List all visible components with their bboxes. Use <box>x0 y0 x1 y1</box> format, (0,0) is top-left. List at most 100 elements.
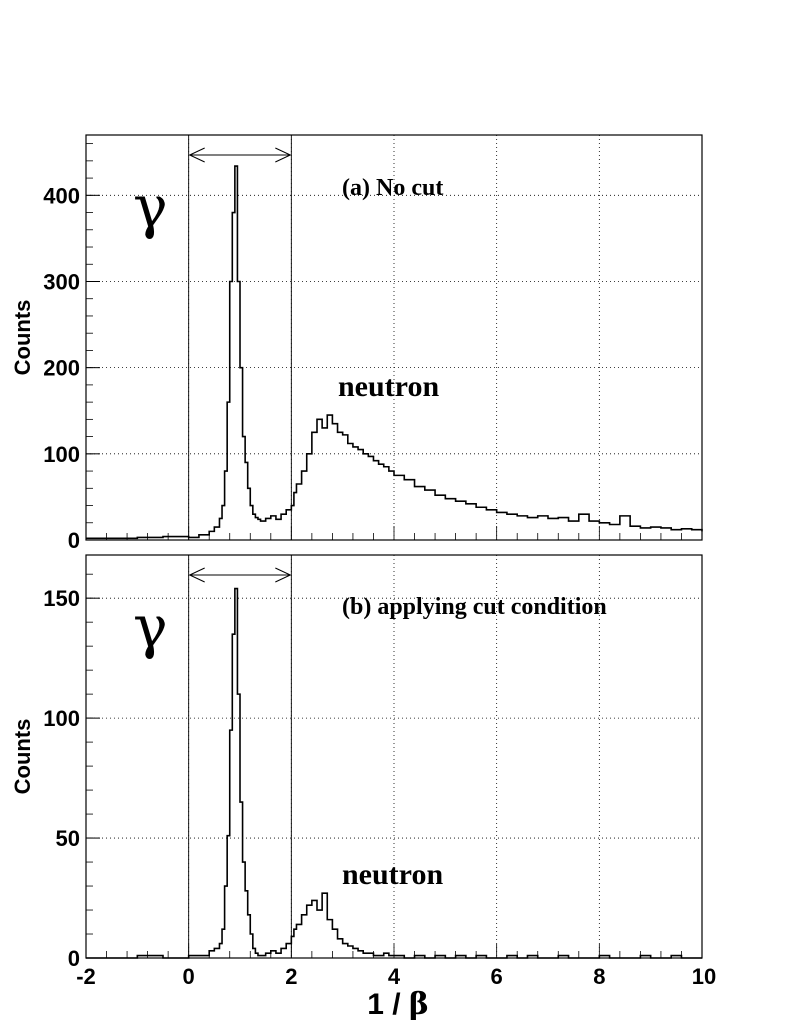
panel-a-bin <box>291 506 294 540</box>
panel-a-ytick-label: 100 <box>43 442 80 467</box>
panel-b-bin <box>348 946 353 958</box>
panel-a-bin <box>558 518 568 540</box>
panel-b-bin <box>219 944 222 958</box>
panel-a-bin <box>702 531 703 540</box>
x-tick-label: 2 <box>285 964 297 989</box>
panel-a-bin <box>327 415 332 540</box>
panel-b-bin <box>209 951 214 958</box>
panel-a-bin <box>163 537 189 540</box>
panel-b-y-axis-title: Counts <box>10 719 35 795</box>
panel-a-bin <box>317 419 322 540</box>
panel-a-bin <box>466 504 476 540</box>
panel-b-bin <box>322 893 327 958</box>
panel-b-bin <box>338 939 343 958</box>
panel-a-bin <box>353 447 358 540</box>
panel-a-bin <box>435 495 445 540</box>
panel-b-ytick-label: 150 <box>43 586 80 611</box>
panel-a-bin <box>255 518 258 540</box>
panel-b-bin <box>435 956 445 958</box>
panel-b-bin <box>599 956 609 958</box>
x-tick-label: 10 <box>692 964 716 989</box>
panel-b-bin <box>332 929 337 958</box>
panel-a-bin <box>651 527 661 540</box>
panel-a-bin <box>286 510 291 540</box>
panel-b-bin <box>230 730 233 958</box>
panel-a-bin <box>373 461 378 540</box>
panel-b-bin <box>671 956 681 958</box>
panel-a-bin <box>312 432 317 540</box>
panel-a-bin <box>486 510 496 540</box>
panel-b-ytick-label: 0 <box>68 946 80 971</box>
panel-a-bin <box>389 471 394 540</box>
panel-a-bin <box>214 527 219 540</box>
panel-b-bin <box>307 905 312 958</box>
panel-b-bin <box>137 956 163 958</box>
panel-b-bin <box>258 956 261 958</box>
panel-b-bin <box>261 956 266 958</box>
panel-b-bin <box>222 929 225 958</box>
panel-b-bin <box>248 915 251 958</box>
panel-a-bin <box>189 537 199 540</box>
panel-a-bin <box>243 437 246 540</box>
panel-a-bin <box>307 454 312 540</box>
panel-b-bin <box>281 948 286 958</box>
panel-b-bin <box>456 956 466 958</box>
panel-a-bin <box>456 501 466 540</box>
panel-a-bin <box>630 526 640 540</box>
panel-a-bin <box>86 538 137 540</box>
panel-a-bin <box>199 535 209 540</box>
panel-a-bin <box>276 519 281 540</box>
panel-b-bin <box>363 953 368 958</box>
x-tick-label: 0 <box>183 964 195 989</box>
panel-b-bin <box>640 956 650 958</box>
panel-a-bin <box>692 530 702 540</box>
panel-b-bin <box>199 956 209 958</box>
panel-a-bin <box>363 454 368 540</box>
panel-b-bin <box>276 953 281 958</box>
panel-a-bin <box>569 521 579 540</box>
panel-a-bin <box>548 518 558 540</box>
panel-b-histogram-series <box>86 587 702 959</box>
panel-b-title: (b) applying cut condition <box>342 594 607 620</box>
panel-a-bin <box>225 471 228 540</box>
panel-a-bin <box>240 368 243 540</box>
panel-b-bin <box>250 934 253 958</box>
panel-a-bin <box>589 521 599 540</box>
panel-a-bin <box>368 456 373 540</box>
panel-a-bin <box>258 519 261 540</box>
panel-a-bin <box>661 528 671 540</box>
panel-b-bin <box>389 956 394 958</box>
panel-b-bin <box>253 948 256 958</box>
panel-a-ytick-label: 400 <box>43 183 80 208</box>
panel-a-ytick-label: 300 <box>43 269 80 294</box>
panel-b-gamma-label: γ <box>133 593 168 661</box>
panel-a-bin <box>517 516 527 540</box>
panel-b-bin <box>379 956 384 958</box>
panel-a-bin <box>245 462 248 540</box>
panel-a-bin <box>271 516 276 540</box>
panel-b-bin <box>291 936 294 958</box>
panel-b-bin <box>235 589 238 958</box>
panel-a-y-axis-title: Counts <box>10 300 35 376</box>
panel-b-bin <box>476 956 486 958</box>
panel-b-bin <box>415 956 425 958</box>
panel-a-bin <box>296 484 301 540</box>
panel-a-bin <box>415 487 425 540</box>
panel-b-bin <box>294 929 297 958</box>
panel-a-bin <box>681 529 691 540</box>
panel-a-bin <box>384 467 389 540</box>
panel-b-bin <box>266 953 271 958</box>
panel-a-histogram-series <box>86 165 703 540</box>
panel-a-bin <box>445 499 455 540</box>
panel-b-cut-arrowhead-left <box>188 567 205 583</box>
panel-a-bin <box>640 528 650 540</box>
panel-b-neutron-label: neutron <box>342 858 443 891</box>
panel-b-ytick-label: 50 <box>56 826 80 851</box>
panel-b-bin <box>558 956 568 958</box>
panel-a-bin <box>237 281 240 540</box>
panel-a-bin <box>248 488 251 540</box>
panel-b-bin <box>271 951 276 958</box>
panel-b-bin <box>327 920 332 958</box>
panel-a-cut-arrowhead-right <box>275 147 292 163</box>
